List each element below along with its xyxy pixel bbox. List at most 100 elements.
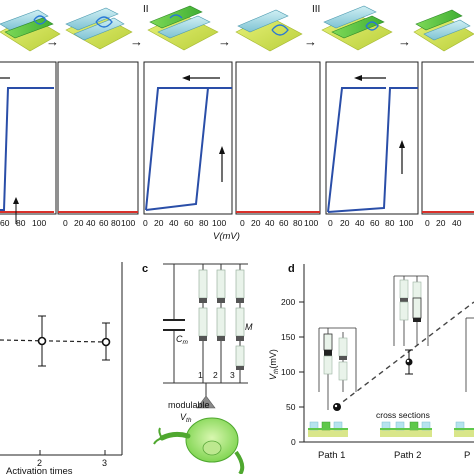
tick-label: 100 bbox=[399, 218, 413, 228]
arrow-icon: → bbox=[218, 34, 231, 49]
tick-label: 80 bbox=[199, 218, 209, 228]
tick-label: 100 bbox=[212, 218, 226, 228]
cm-label: Cm bbox=[176, 334, 189, 346]
device-schematic bbox=[235, 9, 303, 52]
tick-label: 0 bbox=[328, 218, 333, 228]
memristor-branch bbox=[235, 264, 245, 383]
device-schematic bbox=[147, 5, 219, 51]
tick-label: 100 bbox=[32, 218, 46, 228]
tick-label: 40 bbox=[169, 218, 179, 228]
tick-label: 0 bbox=[240, 218, 245, 228]
path-number: 1 bbox=[198, 370, 203, 380]
cross-section-icon bbox=[454, 421, 474, 437]
subplot-6 bbox=[421, 61, 474, 215]
data-point bbox=[405, 349, 413, 375]
threshold-triangle bbox=[196, 395, 216, 409]
device-schematic bbox=[413, 9, 474, 52]
path-number: 3 bbox=[230, 370, 235, 380]
tick-label: 20 bbox=[340, 218, 350, 228]
tick-label: 40 bbox=[452, 218, 462, 228]
modulable-label: modulable bbox=[168, 400, 210, 410]
panel-b: 2 3 Activation times bbox=[0, 262, 123, 474]
reset-curve-return bbox=[145, 87, 232, 211]
tick-label: 80 bbox=[16, 218, 26, 228]
cross-sections-label: cross sections bbox=[376, 410, 430, 420]
cross-section-icon bbox=[380, 421, 432, 437]
x-axis-label: V(mV) bbox=[213, 231, 240, 242]
tick-label: 20 bbox=[251, 218, 261, 228]
tick-label: 60 bbox=[99, 218, 109, 228]
subplot-1 bbox=[0, 61, 57, 224]
y-tick-label: 150 bbox=[281, 332, 295, 342]
subplot-4 bbox=[235, 61, 321, 215]
tick-label: 20 bbox=[436, 218, 446, 228]
device-schematic bbox=[0, 9, 61, 52]
tick-label: 80 bbox=[385, 218, 395, 228]
step-label: II bbox=[143, 4, 149, 15]
tick-label: 60 bbox=[279, 218, 289, 228]
tick-label: 60 bbox=[370, 218, 380, 228]
y-tick-label: 200 bbox=[281, 297, 295, 307]
tick-label: 20 bbox=[154, 218, 164, 228]
tick-label: 100 bbox=[304, 218, 318, 228]
tick-label: 40 bbox=[86, 218, 96, 228]
tick-label: 0 bbox=[63, 218, 68, 228]
tick-label: 60 bbox=[0, 218, 10, 228]
tick-label: 0 bbox=[425, 218, 430, 228]
path-schematic bbox=[393, 275, 429, 346]
memristor-branch bbox=[198, 264, 208, 383]
device-schematic bbox=[321, 5, 393, 51]
device-schematic-row: → II → → III → → bbox=[0, 4, 474, 52]
tick-label: 40 bbox=[355, 218, 365, 228]
tick-label: 80 bbox=[293, 218, 303, 228]
data-point bbox=[37, 315, 47, 367]
neuron-icon bbox=[153, 417, 245, 474]
y-axis-label: Vth(mV) bbox=[268, 349, 280, 380]
panel-d: d 0 50 100 150 200 Vth(mV) bbox=[268, 263, 474, 461]
arrow-icon: → bbox=[398, 34, 411, 49]
tick-label: 40 bbox=[265, 218, 275, 228]
y-tick-label: 50 bbox=[286, 402, 296, 412]
set-curve bbox=[0, 87, 54, 211]
device-schematic bbox=[65, 7, 133, 50]
arrow-icon: → bbox=[130, 34, 143, 49]
y-tick-label: 100 bbox=[281, 367, 295, 377]
step-label: III bbox=[312, 4, 320, 15]
set-curve bbox=[327, 87, 418, 213]
data-point bbox=[333, 403, 341, 411]
path-number: 2 bbox=[213, 370, 218, 380]
subplot-2 bbox=[57, 61, 139, 215]
x-category-label: Path 2 bbox=[394, 450, 421, 461]
tick-label: 80 bbox=[111, 218, 121, 228]
panel-c: c Cm bbox=[142, 263, 253, 474]
subplot-5 bbox=[325, 61, 419, 215]
data-point bbox=[101, 322, 111, 361]
x-tick-label: 2 bbox=[37, 458, 42, 468]
tick-label: 100 bbox=[121, 218, 135, 228]
set-curve bbox=[145, 87, 232, 211]
tick-labels: 60 80 100 0 20 40 60 80 100 0 20 40 60 8… bbox=[0, 218, 462, 228]
trend-line bbox=[335, 301, 474, 408]
panel-label: d bbox=[288, 263, 295, 275]
cross-section-icon bbox=[308, 421, 348, 437]
path-schematic bbox=[465, 317, 474, 392]
panel-label: c bbox=[142, 263, 148, 275]
x-category-label: Path 1 bbox=[318, 450, 345, 461]
vth-label: Vth bbox=[180, 412, 192, 424]
arrow-icon: → bbox=[46, 34, 59, 49]
tick-label: 20 bbox=[74, 218, 84, 228]
path-schematic bbox=[318, 327, 357, 410]
y-tick-label: 0 bbox=[291, 437, 296, 447]
memristor-branch bbox=[216, 264, 226, 383]
arrow-icon: → bbox=[304, 34, 317, 49]
trend-line bbox=[0, 339, 106, 343]
panel-a: 60 80 100 0 20 40 60 80 100 0 20 40 60 8… bbox=[0, 61, 474, 242]
reset-curve-return bbox=[327, 87, 386, 213]
m-label: M bbox=[245, 322, 253, 332]
x-category-label: P bbox=[464, 450, 470, 461]
subplot-3 bbox=[143, 61, 233, 215]
tick-label: 0 bbox=[143, 218, 148, 228]
x-axis-label: Activation times bbox=[6, 466, 73, 474]
x-tick-label: 3 bbox=[102, 458, 107, 468]
